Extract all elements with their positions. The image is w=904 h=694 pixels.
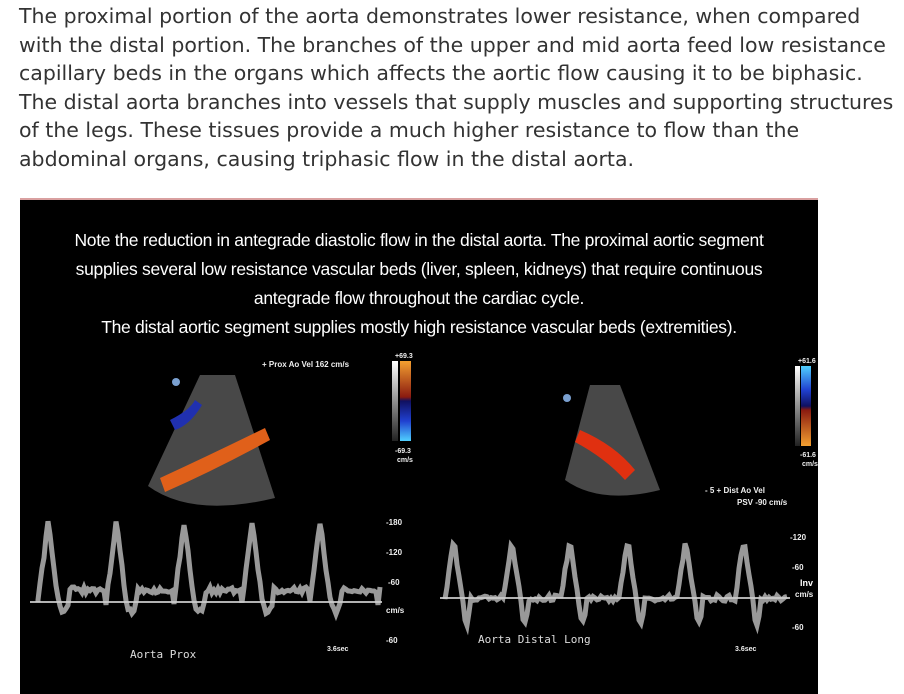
- left-scale-bottom: -69.3: [395, 448, 411, 455]
- right-gray-bar: [795, 366, 800, 446]
- left-time-scale: 3.6sec: [327, 646, 348, 653]
- probe-marker-icon: [172, 378, 180, 386]
- left-axis-label: -180: [386, 518, 402, 527]
- left-measurement: + Prox Ao Vel 162 cm/s: [262, 360, 349, 369]
- left-doppler-waveform: [38, 521, 380, 614]
- right-time-scale: 3.6sec: [735, 646, 756, 653]
- body-paragraph: The proximal portion of the aorta demons…: [19, 2, 899, 173]
- left-gray-bar: [392, 361, 398, 441]
- left-image-label: Aorta Prox: [130, 648, 196, 661]
- doppler-spectrum: [445, 544, 787, 626]
- left-axis-label: -120: [386, 548, 402, 557]
- right-color-bar: [801, 366, 811, 446]
- right-scale-bottom: -61.6: [800, 452, 816, 459]
- right-measurement-psv: PSV -90 cm/s: [737, 498, 787, 507]
- right-scale-top: +61.6: [798, 358, 816, 365]
- right-axis-label: cm/s: [795, 590, 813, 599]
- left-scale-top: +69.3: [395, 353, 413, 360]
- right-measurement: - 5 + Dist Ao Vel: [705, 486, 765, 495]
- probe-marker-icon: [563, 394, 571, 402]
- left-scale-unit: cm/s: [397, 457, 413, 464]
- right-axis-label: -60: [792, 623, 804, 632]
- ultrasound-figure: Note the reduction in antegrade diastoli…: [20, 198, 818, 694]
- doppler-spectrum: [38, 521, 380, 614]
- right-image-label: Aorta Distal Long: [478, 633, 591, 646]
- right-axis-label: -120: [790, 533, 806, 542]
- left-axis-label: cm/s: [386, 606, 404, 615]
- ultrasound-graphics: [20, 200, 818, 694]
- left-axis-label: -60: [386, 636, 398, 645]
- right-scale-unit: cm/s: [802, 461, 818, 468]
- left-axis-label: -60: [388, 578, 400, 587]
- right-axis-label-inv: Inv: [800, 578, 813, 588]
- left-color-bar: [400, 361, 411, 441]
- right-doppler-waveform: [445, 544, 787, 626]
- right-axis-label: -60: [792, 563, 804, 572]
